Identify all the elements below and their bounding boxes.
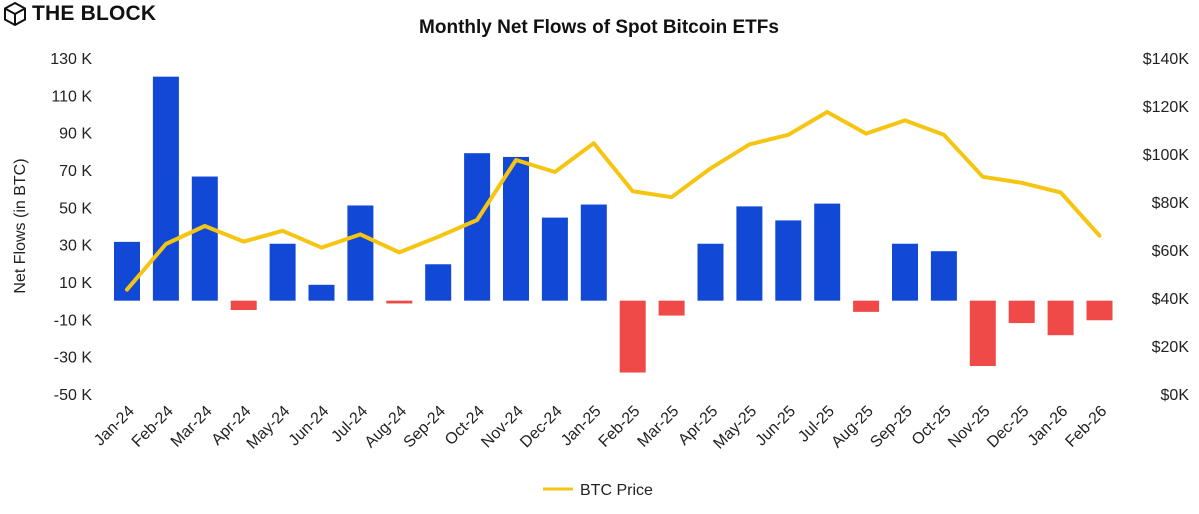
x-tick-label: Mar-25 — [635, 403, 683, 451]
brand-logo: THE BLOCK — [4, 2, 156, 26]
bar-apr-25 — [697, 243, 724, 301]
left-tick-label: 30 K — [59, 238, 92, 255]
chart-title: Monthly Net Flows of Spot Bitcoin ETFs — [419, 17, 779, 38]
bar-nov-24 — [503, 156, 529, 301]
x-tick-label: Jun-25 — [753, 403, 800, 450]
x-tick-label: Sep-25 — [867, 403, 916, 452]
y-axis-label: Net Flows (in BTC) — [12, 158, 29, 293]
x-tick-label: May-25 — [710, 403, 760, 453]
left-axis-ticks: 130 K 110 K 90 K 70 K 50 K 30 K 10 K -10 K -30 K… — [50, 51, 92, 404]
right-tick-label: $140K — [1143, 51, 1190, 68]
x-tick-label: May-24 — [244, 403, 294, 453]
x-tick-label: Nov-24 — [478, 403, 527, 452]
bar-oct-24 — [464, 153, 491, 301]
right-tick-label: $80K — [1152, 195, 1190, 212]
bar-jun-25 — [775, 220, 802, 301]
x-tick-label: Sep-24 — [401, 403, 450, 452]
bar-mar-24 — [191, 176, 218, 301]
left-tick-label: -10 K — [54, 312, 93, 329]
x-tick-label: Mar-24 — [168, 403, 216, 451]
x-tick-label: Feb-24 — [129, 403, 177, 451]
left-tick-label: -30 K — [54, 350, 93, 367]
left-tick-label: 90 K — [59, 126, 92, 143]
cube-logo-icon — [4, 2, 26, 26]
bar-may-25 — [736, 206, 763, 301]
bar-sep-25 — [892, 243, 918, 301]
x-tick-label: Aug-25 — [828, 403, 877, 452]
bar-jul-25 — [814, 203, 841, 301]
right-tick-label: $100K — [1143, 147, 1190, 164]
bar-may-24 — [269, 243, 296, 301]
bar-jun-24 — [308, 284, 335, 301]
bar-mar-25 — [658, 300, 685, 316]
bar-sep-24 — [425, 264, 452, 301]
right-tick-label: $40K — [1152, 291, 1190, 308]
price-line-group — [125, 110, 1102, 292]
x-tick-label: Dec-24 — [517, 403, 566, 452]
x-tick-label: Aug-24 — [362, 403, 411, 452]
bar-feb-25 — [619, 300, 646, 373]
left-tick-label: 70 K — [59, 163, 92, 180]
bar-dec-25 — [1008, 300, 1035, 324]
x-tick-label: Feb-26 — [1062, 403, 1110, 451]
bar-apr-24 — [230, 300, 257, 310]
x-axis-labels: Jan-24Feb-24Mar-24Apr-24May-24Jun-24Jul-… — [91, 403, 1110, 453]
bar-jul-24 — [347, 205, 374, 301]
right-tick-label: $60K — [1152, 243, 1190, 260]
right-tick-label: $120K — [1143, 99, 1190, 116]
right-axis-ticks: $140K $120K $100K $80K $60K $40K $20K $0K — [1143, 51, 1190, 404]
btc-price-line — [125, 110, 1102, 292]
right-tick-label: $0K — [1161, 387, 1190, 404]
x-tick-label: Dec-25 — [984, 403, 1033, 452]
x-tick-label: Jun-24 — [286, 403, 333, 450]
left-tick-label: 50 K — [59, 200, 92, 217]
legend: BTC Price — [543, 482, 653, 499]
x-tick-label: Jan-25 — [558, 403, 605, 450]
right-tick-label: $20K — [1152, 339, 1190, 356]
left-tick-label: 130 K — [50, 51, 92, 68]
bar-feb-26 — [1086, 300, 1113, 321]
left-tick-label: 110 K — [51, 88, 92, 105]
bar-feb-24 — [152, 76, 179, 301]
legend-label-btc-price: BTC Price — [580, 482, 653, 499]
left-tick-label: 10 K — [59, 275, 92, 292]
bar-aug-25 — [853, 300, 880, 312]
brand-name: THE BLOCK — [32, 2, 157, 25]
bar-oct-25 — [930, 251, 957, 301]
x-tick-label: Feb-25 — [596, 403, 644, 451]
x-tick-label: Jan-26 — [1025, 403, 1072, 450]
x-tick-label: Nov-25 — [945, 403, 994, 452]
bars-group — [114, 76, 1113, 373]
bar-jan-26 — [1047, 300, 1074, 336]
bar-nov-25 — [969, 300, 996, 366]
left-tick-label: -50 K — [54, 387, 93, 404]
bar-jan-25 — [580, 204, 607, 301]
bar-dec-24 — [541, 217, 568, 301]
bar-jan-24 — [114, 241, 140, 301]
x-tick-label: Jan-24 — [91, 403, 138, 450]
bar-aug-24 — [386, 300, 413, 304]
